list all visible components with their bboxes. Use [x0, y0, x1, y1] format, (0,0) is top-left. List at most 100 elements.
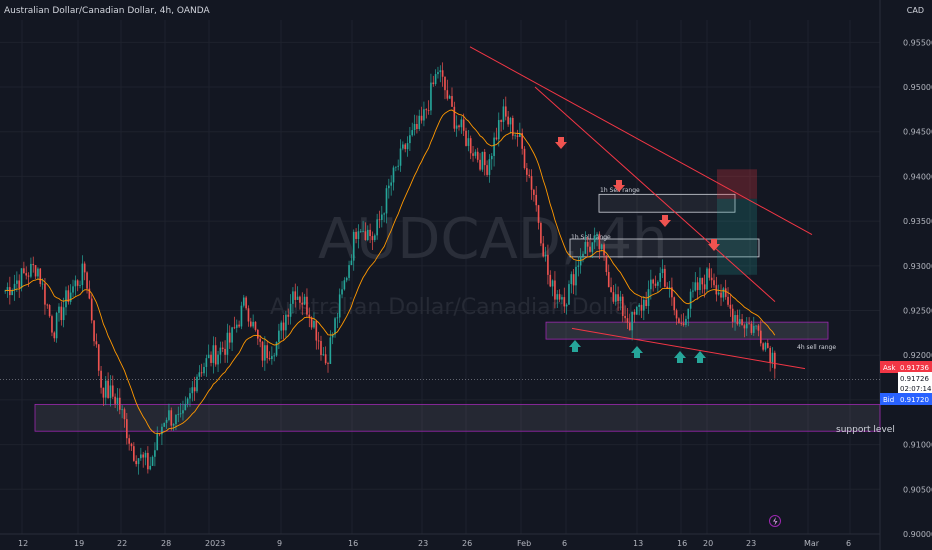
down-arrow-icon: [613, 180, 625, 192]
x-tick-label: 26: [462, 539, 472, 548]
candle-body: [612, 292, 615, 302]
candle-body: [380, 214, 383, 220]
candle-body: [542, 243, 545, 257]
candle-body: [6, 287, 9, 291]
candle-body: [259, 338, 261, 342]
price-tags: Ask 0.91736 0.91726 02:07:14 Bid 0.91720: [880, 361, 932, 405]
candle-body: [439, 70, 442, 73]
candle-body: [60, 306, 63, 321]
trendlines: [0, 46, 880, 380]
candle-body: [352, 231, 355, 261]
candle-body: [643, 299, 645, 311]
candle-body: [507, 116, 509, 125]
last-value-bg: [898, 372, 932, 384]
candle-body: [341, 289, 343, 295]
candle-body: [125, 419, 128, 439]
candle-body: [671, 287, 673, 298]
candle-body: [369, 229, 371, 237]
candle-body: [432, 82, 435, 85]
zone-0: [598, 193, 736, 213]
candle-body: [130, 443, 133, 447]
candle-body: [582, 253, 584, 257]
candle-body: [217, 354, 219, 365]
candle-body: [165, 419, 168, 423]
candle-body: [62, 307, 65, 321]
candle-body: [502, 106, 505, 122]
candle-body: [755, 325, 757, 327]
candle-body: [563, 297, 566, 307]
candle-body: [462, 119, 465, 131]
candle-body: [233, 327, 236, 329]
candle-body: [292, 291, 294, 304]
candle-body: [355, 231, 357, 239]
candle-body: [476, 151, 479, 160]
candle-body: [327, 363, 329, 365]
candle-body: [469, 138, 472, 154]
candle-body: [308, 314, 311, 318]
candle-body: [500, 120, 502, 122]
candle-body: [186, 398, 189, 404]
candle-body: [25, 273, 28, 276]
candle-body: [692, 290, 694, 292]
candle-body: [769, 347, 771, 363]
take-profit-box: [717, 198, 757, 275]
candle-body: [331, 334, 334, 338]
candle-body: [249, 321, 252, 327]
candle-body: [177, 414, 180, 416]
candle-body: [434, 74, 437, 85]
x-tick-label: 22: [117, 539, 127, 548]
candle-body: [86, 272, 88, 289]
candle-body: [741, 319, 743, 326]
candle-body: [549, 274, 552, 287]
candle-body: [713, 280, 715, 286]
candle-body: [76, 280, 79, 286]
x-tick-label: 6: [562, 539, 567, 548]
candle-body: [175, 414, 177, 425]
candle-body: [441, 70, 444, 77]
candle-body: [687, 308, 690, 319]
candle-body: [696, 282, 699, 291]
candle-body: [287, 314, 290, 317]
candle-body: [336, 317, 339, 319]
x-tick-label: Feb: [517, 539, 531, 548]
candle-body: [745, 323, 748, 329]
candle-body: [451, 96, 453, 107]
up-arrow-icon: [631, 346, 643, 358]
candle-body: [624, 315, 626, 319]
candle-body: [257, 329, 259, 339]
candle-body: [184, 403, 187, 411]
bid-tag: Bid: [883, 396, 894, 404]
candle-body: [724, 288, 727, 297]
candle-body: [247, 308, 250, 322]
candle-body: [212, 345, 215, 363]
candle-body: [404, 144, 407, 150]
watermark: AUDCAD, 4h Australian Dollar/Canadian Do…: [270, 207, 668, 320]
candle-body: [151, 456, 154, 466]
candle-body: [111, 385, 114, 397]
x-tick-label: 2023: [205, 539, 225, 548]
lightning-bolt-icon: [773, 517, 778, 526]
candle-body: [350, 260, 353, 266]
candle-body: [142, 454, 145, 458]
candle-body: [238, 324, 240, 327]
candle-body: [460, 119, 463, 128]
candle-body: [610, 287, 612, 293]
candle-body: [317, 340, 320, 342]
candle-body: [640, 304, 643, 311]
support-level-label: support level: [836, 425, 895, 435]
candle-body: [79, 285, 81, 286]
candle-body: [219, 347, 222, 355]
candle-body: [743, 325, 746, 329]
ask-tag-bg: [880, 361, 898, 373]
candle-body: [170, 410, 173, 426]
candle-body: [161, 426, 163, 435]
ask-tag: Ask: [883, 364, 896, 372]
candle-body: [650, 279, 652, 290]
candle-body: [554, 280, 556, 300]
candle-body: [280, 322, 283, 331]
